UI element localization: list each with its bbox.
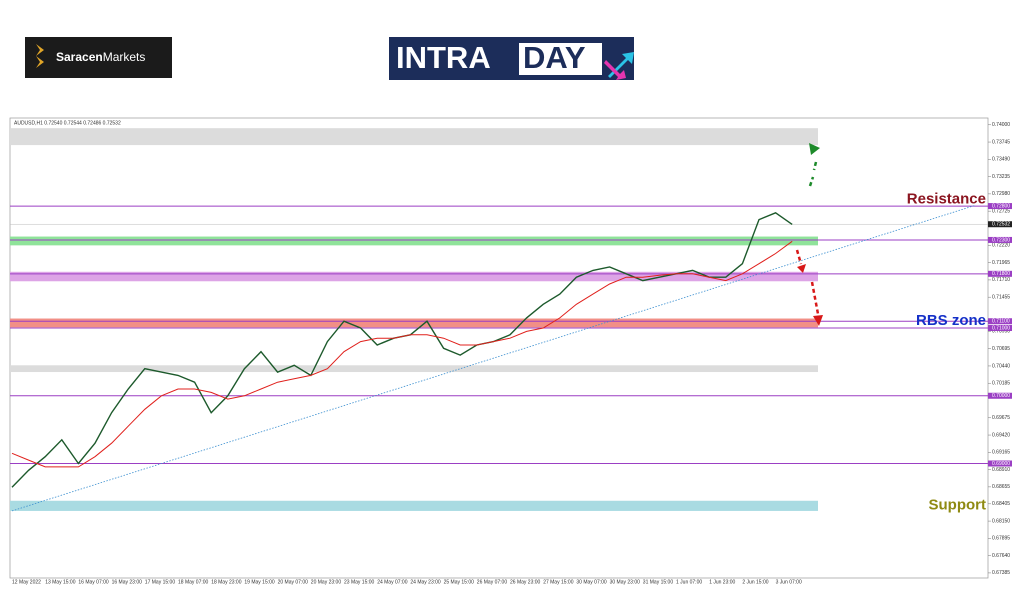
annotation: Support [929,496,987,513]
x-tick-label: 18 May 07:00 [178,579,209,585]
y-tick-label: 0.67385 [992,570,1010,576]
x-tick-label: 27 May 15:00 [543,579,574,585]
x-tick-label: 16 May 07:00 [78,579,109,585]
plot-frame [9,117,989,579]
level-tag [988,460,1012,467]
y-tick-label: 0.73235 [992,174,1010,180]
y-tick-label: 0.68910 [992,467,1010,473]
arrow-down-1 [795,249,803,265]
y-tick-label: 0.69165 [992,450,1010,456]
level-tag [988,392,1012,399]
current-price-tag [988,221,1012,228]
y-tick-label: 0.70950 [992,329,1010,335]
series-line [11,240,793,468]
x-tick-label: 30 May 23:00 [610,579,641,585]
annotation: Resistance [907,190,986,207]
y-tick-label: 0.72220 [992,243,1010,249]
y-tick-label: 0.72980 [992,191,1010,197]
current-price-label: 0.72532 [992,222,1010,228]
brand-logo [25,37,172,78]
level-tag [988,236,1012,243]
x-tick-label: 1 Jun 07:00 [676,579,702,585]
x-tick-label: 24 May 23:00 [410,579,441,585]
y-tick-label: 0.70185 [992,381,1010,387]
x-tick-label: 20 May 07:00 [278,579,309,585]
brand-text: SaracenMarkets [56,50,145,64]
y-tick-label: 0.68150 [992,518,1010,524]
banner-box [519,43,602,75]
y-tick-label: 0.68405 [992,501,1010,507]
y-tick-label: 0.69675 [992,415,1010,421]
x-tick-label: 17 May 15:00 [145,579,176,585]
x-tick-label: 30 May 07:00 [576,579,607,585]
level-label: 0.72800 [992,203,1010,209]
y-tick-label: 0.68655 [992,484,1010,490]
level-tag [988,318,1012,325]
arrow-down-2 [810,281,820,315]
level-label: 0.72300 [992,237,1010,243]
y-tick-label: 0.73745 [992,139,1010,145]
x-tick-label: 13 May 15:00 [45,579,76,585]
x-tick-label: 19 May 15:00 [244,579,275,585]
level-label: 0.71800 [992,271,1010,277]
zone [10,128,818,146]
symbol-info: AUDUSD,H1 0.72540 0.72544 0.72486 0.7253… [14,120,121,126]
x-tick-label: 31 May 15:00 [643,579,674,585]
y-tick-label: 0.72725 [992,208,1010,214]
arrow-up [808,161,818,187]
level-label: 0.71100 [992,319,1010,325]
x-tick-label: 1 Jun 23:00 [709,579,735,585]
x-tick-label: 3 Jun 07:00 [776,579,802,585]
x-tick-label: 16 May 23:00 [112,579,143,585]
x-tick-label: 2 Jun 15:00 [742,579,768,585]
arrow-down-2-head [813,315,823,326]
y-tick-label: 0.67640 [992,553,1010,559]
level-label: 0.71000 [992,325,1010,331]
arrow-up-head [809,143,820,155]
y-tick-label: 0.73490 [992,157,1010,163]
x-tick-label: 20 May 23:00 [311,579,342,585]
level-tag [988,270,1012,277]
banner-second: DAY [523,40,586,75]
zone [10,365,818,373]
level-label: 0.69000 [992,461,1010,467]
brand-icon [36,44,44,68]
y-tick-label: 0.71455 [992,295,1010,301]
x-tick-label: 26 May 23:00 [510,579,541,585]
y-tick-label: 0.71710 [992,277,1010,283]
annotation: RBS zone [916,312,986,329]
y-tick-label: 0.71965 [992,260,1010,266]
trendline [11,205,976,512]
banner-first: INTRA [396,40,491,75]
zone [10,236,818,246]
x-tick-label: 25 May 15:00 [444,579,475,585]
zone [10,271,818,282]
y-tick-label: 0.70695 [992,346,1010,352]
x-tick-label: 24 May 07:00 [377,579,408,585]
zone [10,500,818,511]
banner-arrow-down [604,60,626,80]
brand-second: Markets [103,50,146,64]
level-tag [988,203,1012,210]
y-tick-label: 0.74000 [992,122,1010,128]
y-tick-label: 0.70440 [992,363,1010,369]
level-label: 0.70000 [992,393,1010,399]
brand-first: Saracen [56,50,103,64]
zone [10,318,818,328]
x-tick-label: 12 May 2022 [12,579,41,585]
x-tick-label: 18 May 23:00 [211,579,242,585]
level-tag [988,325,1012,332]
x-tick-label: 23 May 15:00 [344,579,375,585]
y-tick-label: 0.67895 [992,536,1010,542]
x-tick-label: 26 May 07:00 [477,579,508,585]
arrow-down-1-head [797,264,806,273]
series-line [11,212,793,488]
y-tick-label: 0.69420 [992,432,1010,438]
